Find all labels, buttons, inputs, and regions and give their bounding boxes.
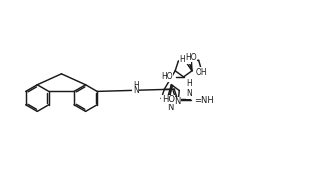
Text: H: H [133,81,139,90]
Text: OH: OH [196,68,208,77]
Text: H
N: H N [186,79,192,98]
Text: N: N [133,86,139,95]
Text: =NH: =NH [194,96,214,105]
Text: HO: HO [179,55,191,64]
Text: HO: HO [162,95,175,104]
Text: HO: HO [186,53,197,62]
Text: HO: HO [161,72,173,81]
Text: N: N [167,103,173,112]
Text: O: O [179,56,185,65]
Text: N: N [174,97,180,106]
